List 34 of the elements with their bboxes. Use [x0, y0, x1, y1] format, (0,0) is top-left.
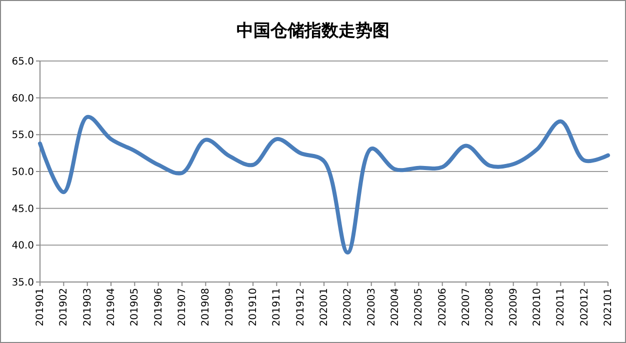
y-tick-label: 55.0 [12, 130, 34, 142]
line-series [38, 114, 610, 255]
y-tick-label: 65.0 [12, 56, 34, 68]
x-tick-label: 201910 [248, 288, 259, 326]
x-tick-label: 201901 [35, 288, 46, 326]
x-tick-label: 201907 [177, 288, 188, 326]
x-tick-label: 202005 [414, 288, 425, 326]
x-tick-label: 202003 [366, 288, 378, 326]
x-tick-label: 201911 [272, 288, 283, 326]
x-tick-label: 201904 [106, 288, 117, 326]
y-tick-label: 60.0 [12, 93, 34, 104]
x-tick-label: 201908 [200, 288, 212, 326]
x-tick-label: 201912 [295, 288, 306, 326]
x-tick-label: 202001 [319, 288, 330, 326]
chart-title: 中国仓储指数走势图 [236, 21, 390, 41]
y-tick-label: 35.0 [12, 278, 34, 288]
x-tick-label: 202008 [484, 288, 496, 326]
x-tick-label: 201906 [153, 288, 164, 326]
x-tick-label: 201905 [130, 288, 141, 326]
x-tick-label: 202004 [390, 288, 401, 326]
x-tick-label: 202011 [556, 288, 567, 326]
y-tick-label: 45.0 [12, 204, 34, 215]
x-tick-label: 202010 [532, 288, 543, 326]
x-tick-label: 201909 [224, 288, 236, 326]
x-tick-label: 202007 [461, 288, 472, 326]
x-tick-label: 202009 [508, 288, 520, 326]
x-tick-label: 202012 [579, 288, 590, 326]
x-tick-label: 201902 [58, 288, 70, 326]
y-tick-label: 40.0 [12, 240, 34, 252]
x-tick-label: 202002 [342, 288, 354, 326]
y-tick-label: 50.0 [12, 167, 34, 178]
x-tick-label: 202006 [437, 288, 448, 326]
x-tick-label: 202101 [603, 288, 614, 326]
x-tick-label: 201903 [82, 288, 94, 326]
